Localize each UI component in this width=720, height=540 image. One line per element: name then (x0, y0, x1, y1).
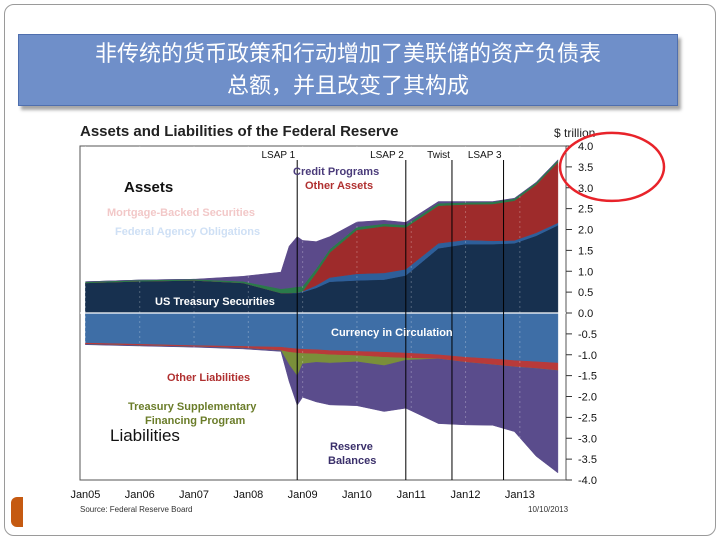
x-tick-label: Jan13 (505, 489, 535, 501)
highlight-circle (558, 131, 666, 203)
source-note: Source: Federal Reserve Board (80, 505, 193, 514)
y-tick-label: 4.0 (578, 141, 593, 153)
x-tick-label: Jan08 (233, 489, 263, 501)
assets-label: Assets (124, 179, 173, 196)
unit-label: $ trillion (554, 126, 595, 140)
y-tick-label: 1.0 (578, 266, 593, 278)
liabilities-label: Liabilities (110, 426, 180, 445)
mbs-label: Mortgage-Backed Securities (107, 207, 255, 219)
x-tick-label: Jan11 (397, 489, 426, 501)
y-tick-label: 3.5 (578, 162, 593, 174)
y-tick-label: -1.0 (578, 350, 597, 362)
tsfp-label-line1: Treasury Supplementary (128, 401, 257, 413)
y-tick-label: -2.0 (578, 392, 597, 404)
y-tick-label: -0.5 (578, 329, 597, 341)
chart-title: Assets and Liabilities of the Federal Re… (80, 123, 398, 140)
area-layers (85, 159, 559, 474)
y-tick-label: -4.0 (578, 475, 597, 487)
x-axis: Jan05 Jan06 Jan07 Jan08 Jan09 Jan10 Jan11 Jan12… (70, 489, 534, 501)
y-tick-label: -2.5 (578, 412, 597, 424)
y-tick-label: -3.0 (578, 433, 597, 445)
x-tick-label: Jan05 (70, 489, 100, 501)
y-tick-label: 3.0 (578, 183, 593, 195)
slide-title-banner: 非传统的货币政策和行动增加了美联储的资产负债表 总额，并且改变了其构成 (18, 34, 678, 106)
other-liabilities-label: Other Liabilities (167, 372, 250, 384)
reserve-label-line1: Reserve (330, 441, 373, 453)
y-tick-label: -3.5 (578, 454, 597, 466)
event-markers: LSAP 1 LSAP 2 Twist LSAP 3 (261, 150, 505, 480)
event-label: LSAP 2 (370, 150, 404, 161)
treasury-label: US Treasury Securities (155, 296, 275, 308)
slide-accent-tab (11, 497, 23, 527)
annotations: Assets Mortgage-Backed Securities Federa… (107, 166, 453, 467)
grid (80, 146, 566, 480)
x-tick-label: Jan06 (125, 489, 155, 501)
y-tick-label: 2.0 (578, 225, 593, 237)
y-tick-label: 1.5 (578, 245, 593, 257)
other-assets-label: Other Assets (305, 180, 373, 192)
agency-label: Federal Agency Obligations (115, 226, 260, 238)
y-tick-label: 2.5 (578, 204, 593, 216)
series-credit-programs (85, 159, 559, 290)
event-label: LSAP 1 (261, 150, 295, 161)
y-axis: 4.0 3.5 3.0 2.5 2.0 1.5 1.0 0.5 0.0 -0.5 -1.0 -1.5 -… (566, 141, 597, 487)
y-tick-label: 0.5 (578, 287, 593, 299)
date-note: 10/10/2013 (528, 505, 569, 514)
x-tick-label: Jan09 (288, 489, 318, 501)
x-tick-label: Jan12 (451, 489, 481, 501)
tsfp-label-line2: Financing Program (145, 415, 245, 427)
event-label: LSAP 3 (468, 150, 502, 161)
reserve-label-line2: Balances (328, 455, 376, 467)
event-label: Twist (427, 150, 450, 161)
series-reserve-balances (85, 344, 559, 474)
currency-label: Currency in Circulation (331, 327, 453, 339)
slide-title-line1: 非传统的货币政策和行动增加了美联储的资产负债表 (94, 42, 601, 67)
y-tick-label: -1.5 (578, 371, 597, 383)
slide-title-line2: 总额，并且改变了其构成 (226, 74, 469, 99)
x-tick-label: Jan10 (342, 489, 372, 501)
credit-programs-label: Credit Programs (293, 166, 379, 178)
x-tick-label: Jan07 (179, 489, 209, 501)
y-tick-label: 0.0 (578, 308, 593, 320)
